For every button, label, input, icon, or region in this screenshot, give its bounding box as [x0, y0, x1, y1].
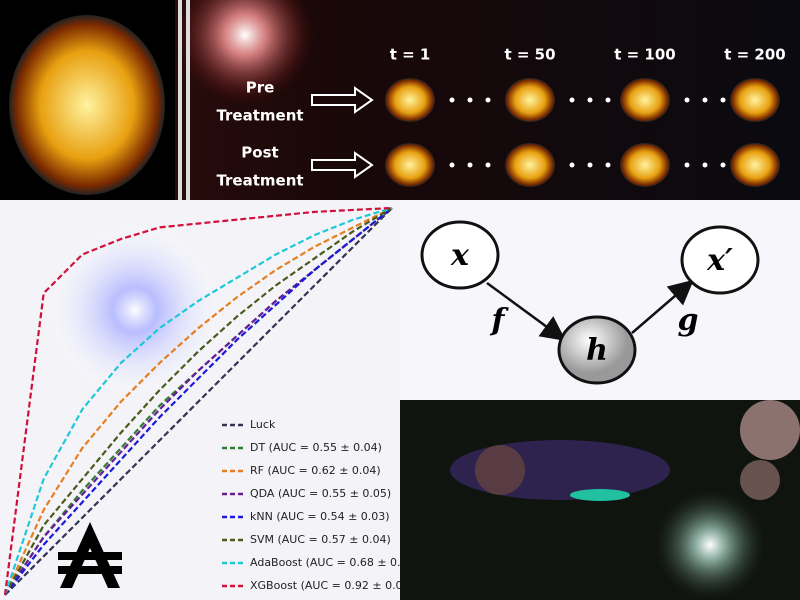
dot	[720, 97, 726, 103]
brain-thumb	[730, 143, 780, 187]
dot	[720, 162, 726, 168]
dot	[569, 97, 575, 103]
dot	[569, 162, 575, 168]
brain-thumb	[385, 78, 435, 122]
dot	[449, 97, 455, 103]
legend-label: Luck	[250, 418, 276, 431]
brain-thumb	[505, 78, 555, 122]
timepoint-label: t = 100	[614, 46, 676, 64]
dot	[467, 97, 473, 103]
bokeh	[740, 460, 780, 500]
roc-curve	[3, 206, 393, 596]
roc-curve	[3, 207, 393, 596]
row-label: Treatment	[216, 107, 303, 125]
timepoint-label: t = 50	[504, 46, 555, 64]
bokeh	[740, 400, 800, 460]
dot	[449, 162, 455, 168]
arrow	[311, 86, 374, 114]
flare	[175, 0, 315, 105]
row-label: Post	[241, 144, 278, 162]
row-label: Treatment	[216, 172, 303, 190]
dot	[605, 162, 611, 168]
node	[680, 225, 760, 295]
timepoint-label: t = 200	[724, 46, 786, 64]
node	[420, 220, 500, 290]
brain-thumb	[620, 143, 670, 187]
dot	[684, 97, 690, 103]
roc-curve	[3, 206, 393, 596]
dot	[587, 97, 593, 103]
dot	[702, 97, 708, 103]
legend-label: AdaBoost (AUC = 0.68 ± 0.04)	[250, 556, 419, 569]
blob	[570, 489, 630, 501]
dot	[587, 162, 593, 168]
legend-label: DT (AUC = 0.55 ± 0.04)	[250, 441, 382, 454]
flare	[45, 220, 225, 400]
node-label: h	[586, 333, 608, 368]
lens-flare	[655, 490, 765, 600]
dot	[684, 162, 690, 168]
roc-curve	[4, 207, 393, 596]
logo	[58, 522, 122, 588]
legend-label: XGBoost (AUC = 0.92 ± 0.02)	[250, 579, 414, 592]
legend-label: SVM (AUC = 0.57 ± 0.04)	[250, 533, 391, 546]
divider	[186, 0, 190, 200]
dot	[485, 97, 491, 103]
brain-thumb	[505, 143, 555, 187]
brain-scan	[9, 15, 165, 195]
edge	[486, 281, 567, 341]
legend-label: RF (AUC = 0.62 ± 0.04)	[250, 464, 381, 477]
brain-thumb	[385, 143, 435, 187]
dot	[605, 97, 611, 103]
blob	[450, 440, 670, 500]
node	[557, 315, 637, 385]
node-label: x	[450, 238, 470, 273]
legend-label: QDA (AUC = 0.55 ± 0.05)	[250, 487, 391, 500]
timepoint-label: t = 1	[390, 46, 431, 64]
divider	[178, 0, 182, 200]
dot	[485, 162, 491, 168]
roc-curve	[4, 207, 393, 596]
legend-label: kNN (AUC = 0.54 ± 0.03)	[250, 510, 390, 523]
roc-curve	[4, 207, 393, 596]
bokeh	[475, 445, 525, 495]
node-label: x′	[706, 243, 733, 278]
edge-label: g	[678, 303, 699, 338]
row-label: Pre	[246, 79, 275, 97]
arrow	[311, 151, 374, 179]
brain-thumb	[730, 78, 780, 122]
dot	[467, 162, 473, 168]
brain-thumb	[620, 78, 670, 122]
dot	[702, 162, 708, 168]
roc-curve	[4, 207, 393, 596]
edge	[631, 279, 694, 334]
